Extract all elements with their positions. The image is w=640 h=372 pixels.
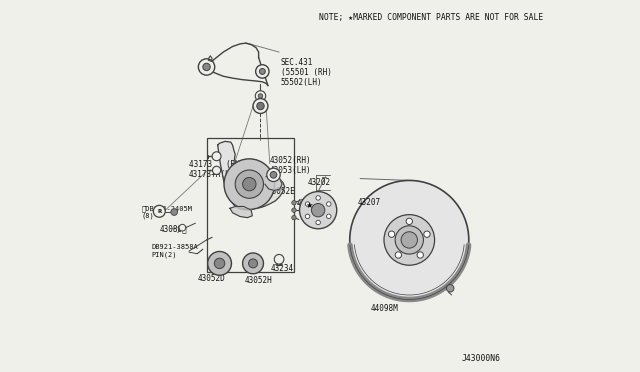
Circle shape (401, 232, 417, 248)
Text: NOTE; ★MARKED COMPONENT PARTS ARE NOT FOR SALE: NOTE; ★MARKED COMPONENT PARTS ARE NOT FO… (319, 13, 543, 22)
Text: 43080Ⅱ: 43080Ⅱ (160, 224, 188, 233)
Circle shape (203, 63, 211, 71)
Circle shape (305, 202, 310, 206)
Circle shape (312, 203, 325, 217)
Circle shape (224, 159, 275, 209)
Text: R: R (157, 209, 161, 214)
Circle shape (212, 152, 221, 161)
Text: J43000N6: J43000N6 (461, 354, 500, 363)
Circle shape (316, 220, 321, 225)
Bar (207, 138, 294, 272)
Text: 43052E: 43052E (268, 187, 296, 196)
Text: SEC.431
(55501 (RH)
55502(LH): SEC.431 (55501 (RH) 55502(LH) (281, 58, 332, 87)
Circle shape (243, 253, 264, 274)
Text: DB921-3858A
PIN(2): DB921-3858A PIN(2) (152, 244, 198, 258)
Text: ★: ★ (306, 201, 314, 210)
Circle shape (212, 166, 221, 174)
Text: 43234: 43234 (271, 264, 294, 273)
Polygon shape (265, 175, 282, 190)
Text: 43052(RH)
43053(LH): 43052(RH) 43053(LH) (270, 156, 312, 175)
Circle shape (395, 252, 401, 258)
Circle shape (300, 192, 337, 229)
Circle shape (253, 99, 268, 113)
Text: 44098M: 44098M (371, 304, 399, 312)
Circle shape (179, 224, 186, 231)
Circle shape (171, 209, 177, 215)
Circle shape (255, 91, 266, 101)
Circle shape (270, 171, 277, 178)
Circle shape (275, 254, 284, 264)
Circle shape (424, 231, 430, 237)
Circle shape (259, 94, 262, 98)
Circle shape (388, 231, 395, 237)
Circle shape (384, 215, 435, 265)
Text: 43207: 43207 (357, 198, 380, 207)
Circle shape (305, 214, 310, 219)
Circle shape (257, 102, 264, 110)
Circle shape (395, 226, 424, 254)
Circle shape (198, 59, 215, 75)
Circle shape (235, 170, 264, 198)
Circle shape (447, 285, 454, 292)
Text: 43052D: 43052D (198, 274, 226, 283)
Circle shape (406, 218, 412, 224)
Circle shape (292, 215, 296, 220)
Circle shape (267, 168, 280, 182)
Circle shape (248, 259, 257, 268)
Text: 43173   (RH)
43173+A(LH): 43173 (RH) 43173+A(LH) (189, 160, 244, 179)
Polygon shape (230, 206, 252, 218)
Circle shape (349, 180, 468, 299)
Text: 43222: 43222 (297, 199, 320, 208)
Text: 43202: 43202 (308, 178, 332, 187)
Circle shape (316, 196, 321, 200)
Circle shape (154, 205, 165, 217)
Circle shape (214, 258, 225, 269)
Circle shape (326, 214, 331, 219)
Circle shape (243, 177, 256, 191)
Text: ⓇDB134-2405M
(8): ⓇDB134-2405M (8) (141, 205, 193, 219)
Circle shape (417, 252, 424, 258)
Text: 43052H: 43052H (245, 276, 273, 285)
Polygon shape (218, 141, 285, 210)
Circle shape (292, 201, 296, 205)
Circle shape (326, 202, 331, 206)
Circle shape (292, 208, 296, 212)
Circle shape (255, 65, 269, 78)
Circle shape (207, 251, 232, 275)
Circle shape (259, 68, 266, 74)
